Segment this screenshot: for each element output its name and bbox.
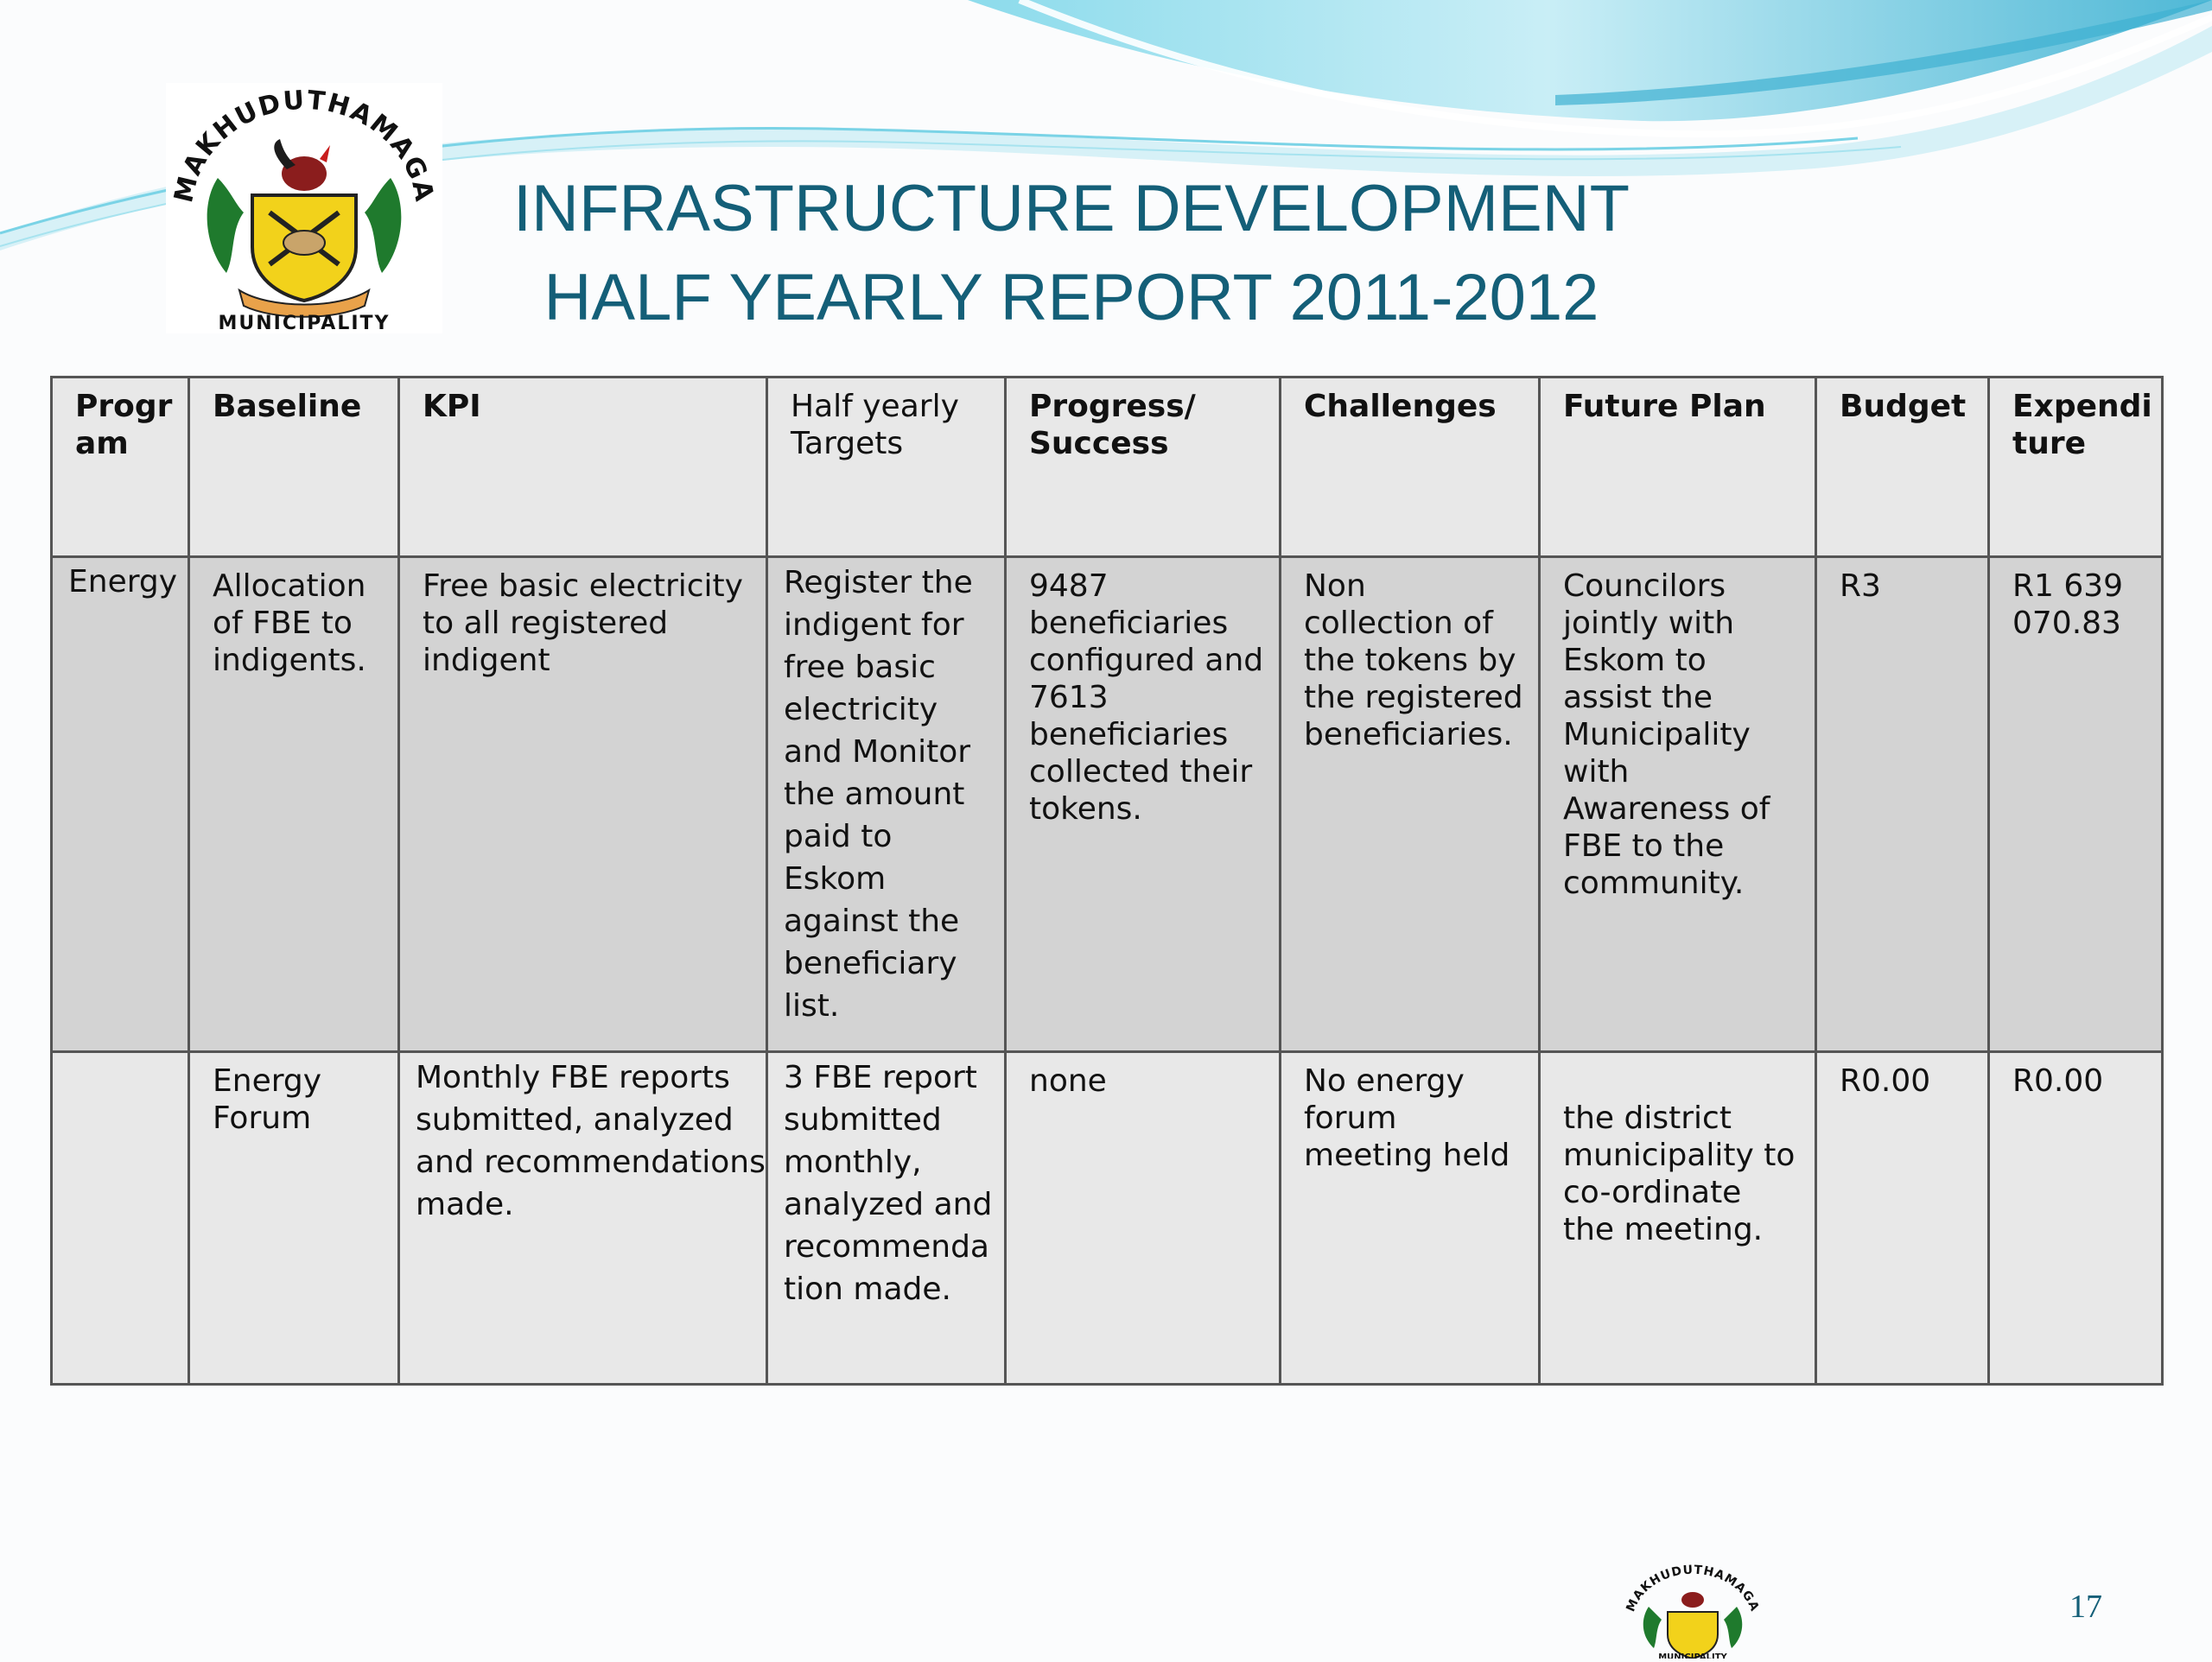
cell-baseline: Allocation of FBE to indigents. xyxy=(188,555,400,1053)
footer-logo: MAKHUDUTHAMAGA MUNICIPALITY xyxy=(1614,1555,1771,1662)
cell-targets: 3 FBE report submitted monthly, analyzed… xyxy=(766,1050,1007,1386)
header-program: Progr am xyxy=(50,376,190,558)
svg-text:MUNICIPALITY: MUNICIPALITY xyxy=(1658,1652,1727,1659)
title-line-2: HALF YEARLY REPORT 2011-2012 xyxy=(543,261,1599,334)
header-kpi: KPI xyxy=(397,376,768,558)
cell-future-plan: the district municipality to co-ordinate… xyxy=(1538,1050,1817,1386)
header-half-yearly-targets: Half yearly Targets xyxy=(766,376,1007,558)
cell-program xyxy=(50,1050,190,1386)
slide-title: INFRASTRUCTURE DEVELOPMENT HALF YEARLY R… xyxy=(449,164,1694,342)
header-challenges: Challenges xyxy=(1279,376,1541,558)
cell-challenges: Non collection of the tokens by the regi… xyxy=(1279,555,1541,1053)
cell-expenditure: R0.00 xyxy=(1987,1050,2164,1386)
municipality-logo: MAKHUDUTHAMAGA MUNICIPALITY xyxy=(166,83,442,334)
header-budget: Budget xyxy=(1815,376,1990,558)
table-row: Energy Allocation of FBE to indigents. F… xyxy=(50,555,2164,1053)
svg-text:MUNICIPALITY: MUNICIPALITY xyxy=(219,313,391,333)
coat-of-arms-icon: MAKHUDUTHAMAGA MUNICIPALITY xyxy=(168,86,438,334)
cell-budget: R0.00 xyxy=(1815,1050,1990,1386)
cell-progress: 9487 beneficiaries configured and 7613 b… xyxy=(1004,555,1281,1053)
title-line-1: INFRASTRUCTURE DEVELOPMENT xyxy=(512,172,1630,245)
report-table: Progr am Baseline KPI Half yearly Target… xyxy=(50,376,2164,1386)
header-expenditure: Expendi ture xyxy=(1987,376,2164,558)
cell-kpi: Monthly FBE reports submitted, analyzed … xyxy=(397,1050,768,1386)
cell-budget: R3 xyxy=(1815,555,1990,1053)
table-row: Energy Forum Monthly FBE reports submitt… xyxy=(50,1050,2164,1386)
cell-expenditure: R1 639 070.83 xyxy=(1987,555,2164,1053)
header-progress-success: Progress/ Success xyxy=(1004,376,1281,558)
coat-of-arms-small-icon: MAKHUDUTHAMAGA MUNICIPALITY xyxy=(1624,1564,1760,1662)
cell-progress: none xyxy=(1004,1050,1281,1386)
cell-targets: Register the indigent for free basic ele… xyxy=(766,555,1007,1053)
cell-kpi: Free basic electricity to all registered… xyxy=(397,555,768,1053)
header-baseline: Baseline xyxy=(188,376,400,558)
header-future-plan: Future Plan xyxy=(1538,376,1817,558)
cell-baseline: Energy Forum xyxy=(188,1050,400,1386)
cell-program: Energy xyxy=(50,555,190,1053)
cell-future-plan: Councilors jointly with Eskom to assist … xyxy=(1538,555,1817,1053)
page-number: 17 xyxy=(2069,1589,2102,1625)
cell-challenges: No energy forum meeting held xyxy=(1279,1050,1541,1386)
table-header-row: Progr am Baseline KPI Half yearly Target… xyxy=(50,376,2164,558)
